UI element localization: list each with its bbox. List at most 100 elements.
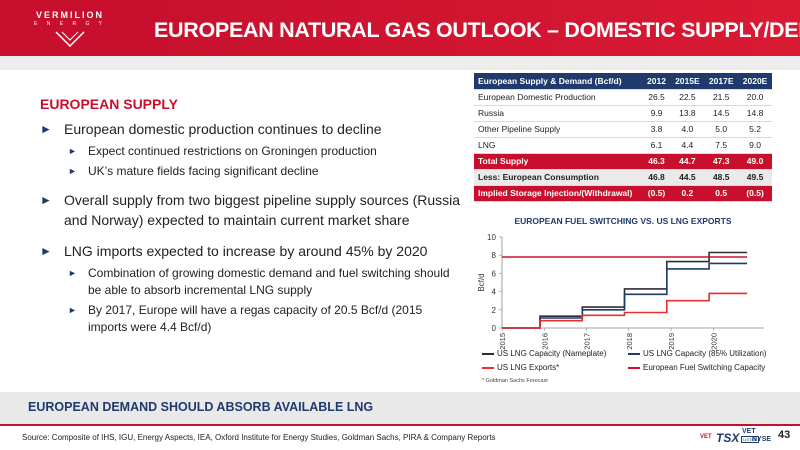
- chart-footnote: * Goldman Sachs Forecast: [482, 378, 548, 384]
- sub-bullet-item: ► By 2017, Europe will have a regas capa…: [40, 302, 464, 336]
- fuel-switching-chart: 0 2 4 6 8 10 Bcf/d 2015 2016 2017 2018 2019 2020 EUR…: [474, 212, 772, 390]
- legend-item: European Fuel Switching Capacity: [628, 363, 765, 372]
- section-title: EUROPEAN SUPPLY: [40, 96, 178, 112]
- page-number: 43: [778, 429, 791, 441]
- supply-bullets: EUROPEAN SUPPLY ► European domestic prod…: [40, 96, 464, 339]
- y-tick-label: 0: [492, 324, 497, 333]
- table-cell: 46.8: [642, 169, 671, 186]
- sub-bullet-item: ► Expect continued restrictions on Groni…: [40, 143, 464, 160]
- y-tick-label: 8: [492, 251, 497, 260]
- row-label: Implied Storage Injection/(Withdrawal): [474, 185, 643, 202]
- storage-row: Implied Storage Injection/(Withdrawal) (…: [474, 185, 772, 202]
- table-cell: 26.5: [642, 89, 671, 106]
- chart-title: EUROPEAN FUEL SWITCHING VS. US LNG EXPOR…: [514, 216, 732, 226]
- company-logo: VERMILION E N E R G Y: [0, 0, 140, 56]
- legend-item: US LNG Capacity (85% Utilization): [628, 349, 767, 358]
- footer-divider: [0, 424, 800, 426]
- slide-header: VERMILION E N E R G Y EUROPEAN NATURAL G…: [0, 0, 800, 56]
- legend-swatch: [482, 352, 494, 355]
- conclusion-text: EUROPEAN DEMAND SHOULD ABSORB AVAILABLE …: [28, 400, 374, 414]
- y-tick-label: 10: [487, 233, 496, 242]
- table-cell: 44.7: [670, 153, 705, 170]
- table-cell: 46.3: [642, 153, 671, 170]
- ticker-logo: VET TSX VET LISTED NYSE: [700, 427, 776, 450]
- table-cell: 4.4: [670, 137, 705, 154]
- bullet-item: ► LNG imports expected to increase by ar…: [40, 241, 464, 261]
- sub-bullet-text: Combination of growing domestic demand a…: [88, 266, 450, 297]
- table-cell: 47.3: [704, 153, 739, 170]
- x-tick-label: 2019: [667, 333, 676, 350]
- triangle-right-icon: ►: [68, 166, 77, 176]
- table-cell: (0.5): [738, 185, 772, 202]
- row-label: Other Pipeline Supply: [474, 121, 643, 138]
- ticker-vet: VET: [742, 428, 756, 435]
- table-cell: (0.5): [642, 185, 671, 202]
- series-line-2: [502, 292, 748, 329]
- table-row: Other Pipeline Supply 3.8 4.0 5.0 5.2: [474, 121, 772, 138]
- table-cell: 9.0: [738, 137, 772, 154]
- table-row: LNG 6.1 4.4 7.5 9.0: [474, 137, 772, 154]
- bullet-text: European domestic production continues t…: [64, 121, 382, 137]
- table-header-row: European Supply & Demand (Bcf/d) 2012 20…: [474, 73, 772, 90]
- conclusion-band: [0, 392, 800, 424]
- sub-bullet-text: UK’s mature fields facing significant de…: [88, 164, 319, 178]
- triangle-right-icon: ►: [40, 122, 52, 136]
- table-row: European Domestic Production 26.5 22.5 2…: [474, 89, 772, 106]
- row-label: Russia: [474, 105, 643, 122]
- y-tick-label: 2: [492, 306, 497, 315]
- total-supply-row: Total Supply 46.3 44.7 47.3 49.0: [474, 153, 772, 170]
- table-cell: 7.5: [704, 137, 739, 154]
- x-tick-label: 2018: [625, 333, 634, 350]
- legend-label: European Fuel Switching Capacity: [643, 363, 766, 372]
- ticker-tsx: TSX: [716, 431, 740, 445]
- source-note: Source: Composite of IHS, IGU, Energy As…: [22, 433, 496, 442]
- legend-item: US LNG Capacity (Nameplate): [482, 349, 606, 358]
- table-row: Russia 9.9 13.8 14.5 14.8: [474, 105, 772, 122]
- bullet-item: ► Overall supply from two biggest pipeli…: [40, 190, 464, 230]
- supply-demand-table: European Supply & Demand (Bcf/d) 2012 20…: [474, 73, 772, 202]
- legend-item: US LNG Exports*: [482, 363, 559, 372]
- table-cell: 49.0: [738, 153, 772, 170]
- ticker-vet-small: VET: [700, 434, 712, 440]
- table-cell: 4.0: [670, 121, 705, 138]
- x-tick-label: 2017: [583, 333, 592, 350]
- table-cell: 44.5: [670, 169, 705, 186]
- bullet-text: LNG imports expected to increase by arou…: [64, 243, 428, 259]
- triangle-right-icon: ►: [68, 268, 77, 278]
- table-cell: 14.5: [704, 105, 739, 122]
- logo-company-name: VERMILION: [35, 10, 104, 20]
- column-header: 2020E: [738, 73, 772, 90]
- table-cell: 48.5: [704, 169, 739, 186]
- column-header: European Supply & Demand (Bcf/d): [474, 73, 643, 90]
- table-cell: 14.8: [738, 105, 772, 122]
- table-cell: 5.0: [704, 121, 739, 138]
- table-cell: 3.8: [642, 121, 671, 138]
- triangle-right-icon: ►: [40, 193, 52, 207]
- ticker-nyse: NYSE: [752, 436, 772, 443]
- triangle-right-icon: ►: [68, 146, 77, 156]
- bullet-text: Overall supply from two biggest pipeline…: [64, 192, 461, 228]
- table-cell: 0.2: [670, 185, 705, 202]
- ticker-listed: LISTED: [741, 436, 760, 443]
- table-cell: 0.5: [704, 185, 739, 202]
- header-divider: [0, 56, 800, 70]
- column-header: 2017E: [704, 73, 739, 90]
- table-cell: 13.8: [670, 105, 705, 122]
- y-tick-label: 4: [492, 288, 497, 297]
- legend-swatch: [628, 366, 640, 369]
- y-tick-label: 6: [492, 269, 497, 278]
- logo-mark-icon: [55, 31, 85, 48]
- consumption-row: Less: European Consumption 46.8 44.5 48.…: [474, 169, 772, 186]
- series-line-1: [502, 262, 748, 329]
- sub-bullet-text: By 2017, Europe will have a regas capaci…: [88, 303, 423, 334]
- triangle-right-icon: ►: [40, 244, 52, 258]
- x-tick-label: 2015: [498, 333, 507, 350]
- bullet-item: ► European domestic production continues…: [40, 119, 464, 139]
- legend-swatch: [628, 352, 640, 355]
- legend-label: US LNG Capacity (85% Utilization): [643, 349, 767, 358]
- row-label: European Domestic Production: [474, 89, 643, 106]
- row-label: Less: European Consumption: [474, 169, 643, 186]
- legend-swatch: [482, 366, 494, 369]
- table-cell: 20.0: [738, 89, 772, 106]
- row-label: Total Supply: [474, 153, 643, 170]
